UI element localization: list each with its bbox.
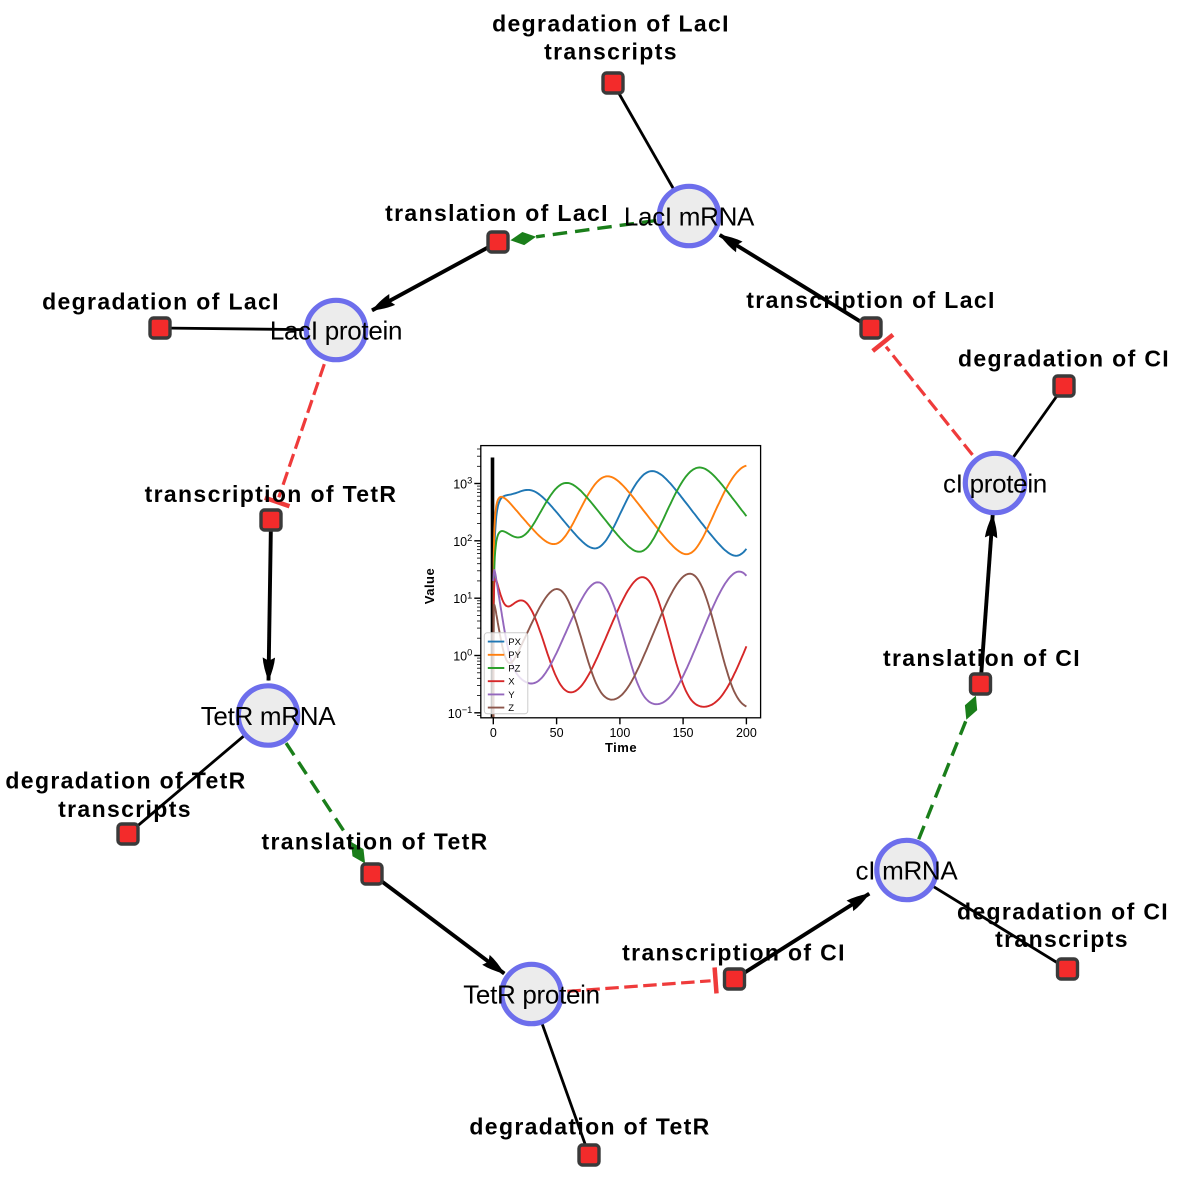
svg-text:transcription of LacI: transcription of LacI: [746, 287, 995, 313]
svg-text:transcripts: transcripts: [995, 926, 1129, 952]
svg-text:degradation of TetR: degradation of TetR: [5, 767, 246, 793]
svg-text:translation of CI: translation of CI: [883, 645, 1081, 671]
svg-text:Y: Y: [508, 690, 515, 701]
svg-text:10−1: 10−1: [448, 705, 473, 721]
svg-text:degradation of TetR: degradation of TetR: [469, 1114, 710, 1140]
svg-text:100: 100: [453, 648, 472, 664]
svg-text:translation of TetR: translation of TetR: [261, 829, 488, 855]
svg-text:cI mRNA: cI mRNA: [856, 856, 959, 886]
svg-text:PY: PY: [508, 650, 521, 661]
svg-text:Time: Time: [605, 740, 637, 755]
svg-text:transcripts: transcripts: [544, 39, 678, 65]
svg-text:cI protein: cI protein: [943, 469, 1047, 499]
svg-text:103: 103: [453, 476, 472, 492]
svg-text:PX: PX: [508, 637, 521, 648]
svg-text:transcripts: transcripts: [58, 796, 192, 822]
svg-text:transcription of CI: transcription of CI: [622, 939, 846, 965]
svg-text:X: X: [508, 677, 515, 688]
svg-text:PZ: PZ: [508, 663, 520, 674]
svg-text:degradation of CI: degradation of CI: [958, 346, 1170, 372]
svg-text:150: 150: [673, 726, 694, 740]
svg-text:degradation of CI: degradation of CI: [957, 898, 1169, 924]
svg-text:0: 0: [490, 726, 497, 740]
svg-text:translation of LacI: translation of LacI: [385, 200, 609, 226]
svg-text:Value: Value: [422, 568, 437, 604]
svg-text:102: 102: [453, 533, 472, 549]
svg-text:LacI protein: LacI protein: [270, 316, 402, 346]
svg-text:100: 100: [609, 726, 630, 740]
svg-text:LacI mRNA: LacI mRNA: [624, 202, 755, 232]
svg-text:TetR protein: TetR protein: [463, 980, 600, 1010]
svg-text:200: 200: [736, 726, 757, 740]
svg-text:Z: Z: [508, 703, 514, 714]
svg-text:50: 50: [550, 726, 564, 740]
svg-text:degradation of LacI: degradation of LacI: [42, 289, 280, 315]
svg-text:degradation of LacI: degradation of LacI: [492, 11, 730, 37]
svg-text:TetR mRNA: TetR mRNA: [201, 701, 336, 731]
svg-text:101: 101: [453, 590, 472, 606]
svg-text:transcription of TetR: transcription of TetR: [145, 481, 398, 507]
